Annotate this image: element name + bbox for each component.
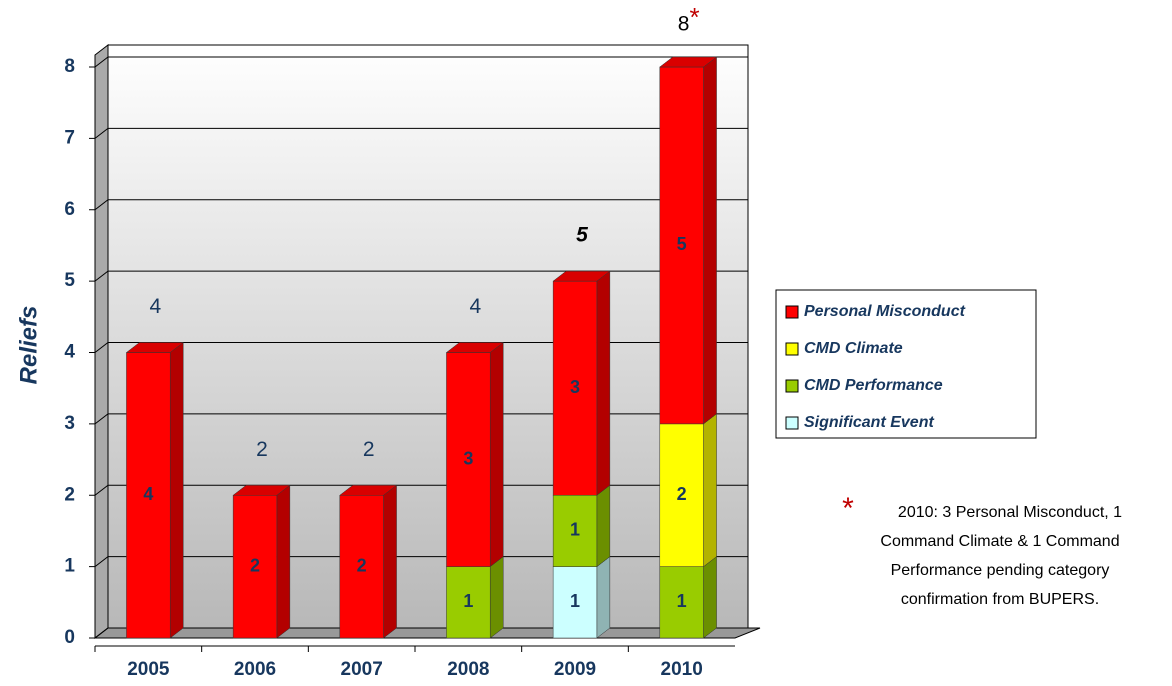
bar-segment: [552, 280, 598, 496]
bar-side: [596, 556, 611, 639]
legend-label: Significant Event: [804, 414, 934, 431]
bar-side: [383, 484, 397, 639]
grid-line: [94, 413, 748, 425]
legend-swatch: [785, 416, 799, 430]
note: 2010: 3 Personal Misconduct, 1 Command Cl…: [880, 504, 1122, 608]
grid-line: [94, 484, 748, 496]
bar-segment: [552, 566, 598, 639]
segment-label: 5: [677, 234, 687, 254]
bar-side: [169, 341, 184, 639]
segment-label: 3: [463, 448, 473, 468]
bar-side: [596, 484, 611, 568]
note-line: Command Climate & 1 Command: [880, 533, 1119, 550]
x-tick-label: 2005: [127, 659, 170, 680]
grid-line: [94, 556, 748, 568]
segment-label: 1: [677, 591, 687, 611]
bar-side: [596, 270, 611, 496]
legend-box: [775, 289, 1037, 439]
segment-label: 2: [357, 555, 367, 575]
legend-swatch: [785, 305, 799, 319]
note-line: 2010: 3 Personal Misconduct, 1: [898, 504, 1122, 521]
y-tick-label: 4: [64, 342, 75, 363]
legend-label: CMD Performance: [804, 377, 943, 394]
segment-label: 2: [677, 484, 687, 504]
y-tick-label: 8: [64, 56, 75, 77]
bar-segment: [339, 495, 384, 639]
segment-label: 1: [463, 591, 473, 611]
segment-label: 2: [250, 555, 260, 575]
segment-label: 1: [570, 520, 580, 540]
note-marker: *: [842, 492, 854, 525]
total-label: 4: [149, 295, 161, 318]
total-label: 2: [256, 438, 268, 461]
grid-line: [94, 627, 748, 639]
x-tick-label: 2007: [341, 659, 383, 680]
bar-top: [232, 485, 291, 496]
total-label: 2: [363, 438, 375, 461]
y-tick-label: 6: [64, 199, 75, 220]
total-label: 5: [576, 224, 588, 247]
bar-side: [703, 556, 717, 639]
legend-swatch: [785, 342, 799, 356]
segment-label: 4: [143, 484, 153, 504]
bar-side: [276, 484, 291, 639]
note-line: Performance pending category: [891, 562, 1110, 579]
y-tick-label: 5: [64, 270, 75, 291]
bar-top: [659, 56, 718, 68]
bar-segment: [446, 566, 491, 639]
bar-side: [489, 341, 504, 568]
bar-side: [703, 56, 717, 425]
legend-swatch: [785, 379, 799, 393]
grid-line: [94, 56, 748, 68]
bar-top: [445, 342, 504, 353]
bar-segment: [659, 66, 704, 425]
bar-top: [552, 270, 611, 282]
y-tick-label: 0: [64, 627, 75, 648]
y-tick-label: 1: [64, 556, 75, 577]
total-marker: *: [689, 2, 699, 32]
y-axis-label: Reliefs: [15, 306, 42, 385]
grid-line: [94, 342, 748, 353]
total-label: 8*: [678, 2, 700, 36]
bar-segment: [126, 352, 171, 639]
bar-top: [339, 485, 398, 496]
x-tick-label: 2008: [447, 659, 489, 680]
segment-label: 1: [570, 591, 580, 611]
bar-segment: [446, 352, 491, 567]
x-tick-label: 2010: [661, 659, 703, 680]
grid-line: [94, 270, 748, 282]
segment-label: 3: [570, 377, 580, 397]
grid-line: [94, 127, 748, 139]
note-line: confirmation from BUPERS.: [901, 591, 1099, 608]
grid-line: [94, 199, 748, 211]
back-wall: [107, 44, 749, 629]
bar-side: [703, 413, 717, 568]
bar-segment: [552, 495, 598, 567]
total-label: 4: [469, 295, 481, 318]
x-tick-label: 2009: [554, 659, 596, 680]
y-tick-label: 3: [64, 413, 75, 434]
bar-segment: [232, 495, 278, 639]
y-tick-label: 2: [64, 484, 75, 505]
legend-label: CMD Climate: [804, 340, 903, 357]
y-tick-label: 7: [64, 127, 75, 148]
x-tick-label: 2006: [234, 659, 276, 680]
legend-label: Personal Misconduct: [804, 303, 966, 320]
bar-side: [489, 556, 504, 639]
bar-top: [125, 342, 184, 353]
bar-segment: [659, 566, 704, 639]
